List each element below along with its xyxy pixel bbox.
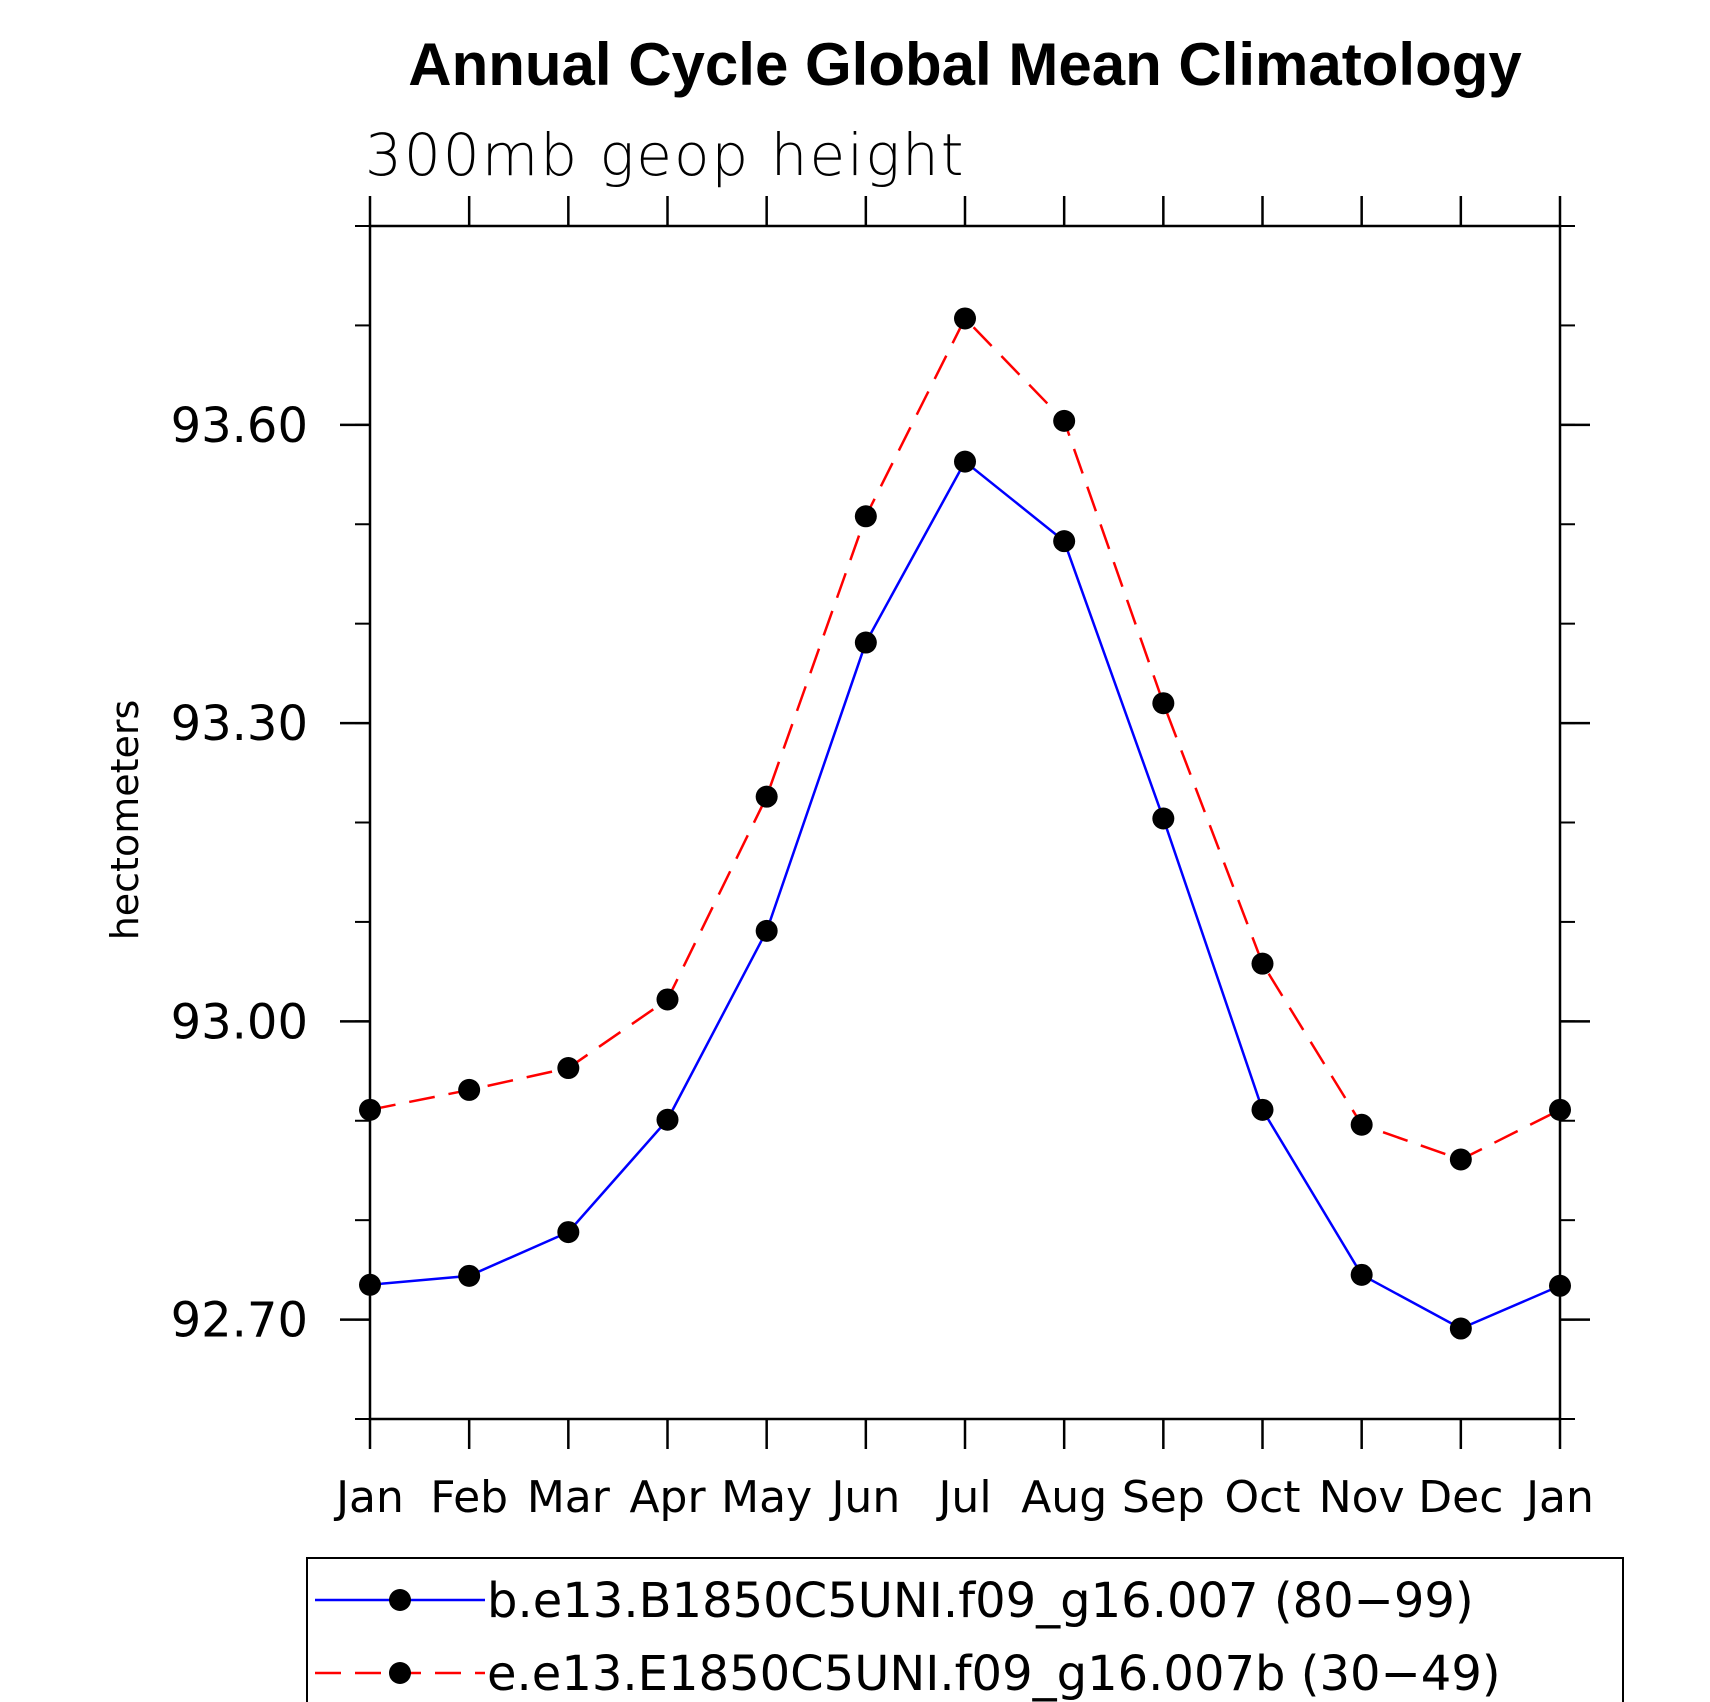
legend-label: b.e13.B1850C5UNI.f09_g16.007 (80−99) bbox=[487, 1573, 1474, 1629]
x-axis-tick-labels: Jan Feb Mar Apr May Jun Jul Aug Sep Oct Nov Dec Jan bbox=[333, 1472, 1594, 1523]
x-tick-label: Oct bbox=[1224, 1472, 1300, 1523]
y-tick-label: 93.30 bbox=[171, 696, 308, 752]
data-point bbox=[1449, 1148, 1472, 1171]
x-tick-label: Apr bbox=[629, 1472, 706, 1523]
x-tick-label: Mar bbox=[527, 1472, 611, 1523]
data-point bbox=[854, 505, 877, 528]
chart-subtitle: 300mb geop height bbox=[365, 121, 966, 189]
series-line bbox=[369, 459, 1561, 1330]
legend-label: e.e13.E1850C5UNI.f09_g16.007b (30−49) bbox=[487, 1646, 1501, 1702]
x-tick-label: Sep bbox=[1122, 1472, 1205, 1523]
data-point bbox=[1152, 807, 1175, 830]
series-line bbox=[369, 316, 1561, 1161]
data-point bbox=[359, 1098, 381, 1121]
data-point bbox=[1350, 1113, 1373, 1136]
x-tick-label: Dec bbox=[1418, 1472, 1503, 1523]
data-point bbox=[359, 1273, 381, 1296]
data-point bbox=[854, 631, 877, 654]
data-point bbox=[557, 1221, 580, 1244]
data-point bbox=[1251, 1098, 1274, 1121]
data-point bbox=[1053, 409, 1076, 432]
legend-marker bbox=[389, 1589, 411, 1611]
chart-title: Annual Cycle Global Mean Climatology bbox=[408, 31, 1522, 98]
series-markers bbox=[359, 307, 1571, 1340]
x-tick-label: Jan bbox=[1523, 1472, 1594, 1523]
axis-ticks bbox=[340, 196, 1590, 1449]
x-tick-label: Jan bbox=[333, 1472, 404, 1523]
legend-marker bbox=[389, 1662, 411, 1684]
data-point bbox=[954, 307, 976, 330]
y-axis-tick-labels: 92.70 93.00 93.30 93.60 bbox=[171, 398, 308, 1349]
data-point bbox=[755, 919, 778, 942]
data-point bbox=[755, 785, 778, 808]
legend: b.e13.B1850C5UNI.f09_g16.007 (80−99) e.e1… bbox=[315, 1573, 1501, 1702]
y-tick-label: 92.70 bbox=[171, 1293, 308, 1349]
x-tick-label: Nov bbox=[1319, 1472, 1405, 1523]
data-point bbox=[1350, 1263, 1373, 1286]
data-point bbox=[1549, 1274, 1571, 1297]
data-point bbox=[557, 1057, 580, 1080]
data-point bbox=[1053, 530, 1076, 553]
x-tick-label: May bbox=[721, 1472, 812, 1523]
data-point bbox=[656, 988, 679, 1011]
y-tick-label: 93.60 bbox=[171, 398, 308, 454]
data-point bbox=[458, 1078, 481, 1101]
data-point bbox=[954, 450, 976, 473]
data-point bbox=[1549, 1098, 1571, 1121]
data-point bbox=[656, 1108, 679, 1131]
x-tick-label: Jul bbox=[935, 1472, 991, 1523]
y-axis-label: hectometers bbox=[103, 700, 147, 941]
data-point bbox=[1251, 952, 1274, 975]
x-tick-label: Aug bbox=[1021, 1472, 1107, 1523]
data-point bbox=[1449, 1317, 1472, 1340]
x-tick-label: Jun bbox=[828, 1472, 900, 1523]
x-tick-label: Feb bbox=[430, 1472, 508, 1523]
data-point bbox=[458, 1264, 481, 1287]
y-tick-label: 93.00 bbox=[171, 994, 308, 1050]
legend-box bbox=[306, 1557, 1624, 1702]
data-point bbox=[1152, 692, 1175, 715]
